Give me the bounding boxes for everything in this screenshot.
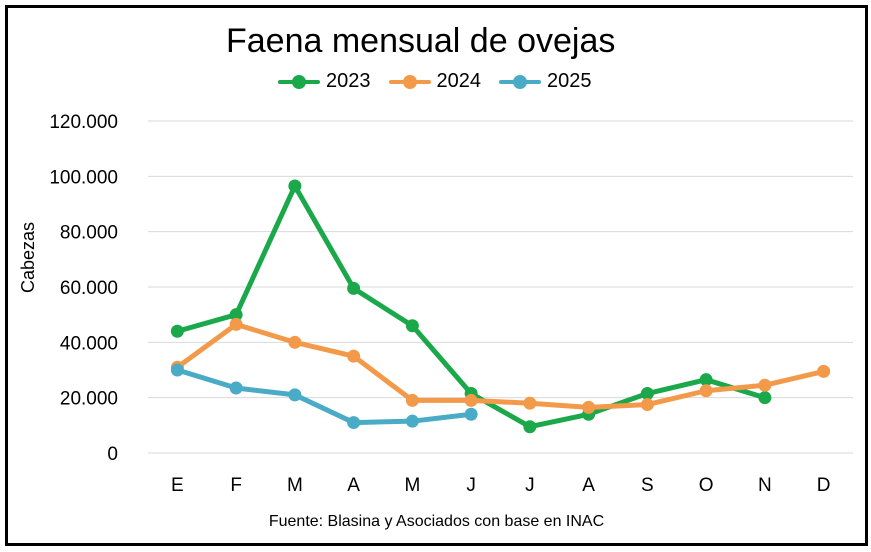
x-tick-label: J <box>466 475 476 496</box>
x-tick-label: F <box>230 475 242 496</box>
data-point-2023 <box>640 387 654 401</box>
x-tick-label: M <box>404 475 420 496</box>
data-point-2025 <box>170 363 184 377</box>
y-tick-label: 80.000 <box>60 223 118 244</box>
legend-label-2023: 2023 <box>326 70 371 92</box>
data-point-2024 <box>758 378 772 392</box>
data-point-2024 <box>464 393 478 407</box>
data-point-2025 <box>464 407 478 421</box>
data-point-2024 <box>405 393 419 407</box>
y-tick-label: 20.000 <box>60 389 118 410</box>
x-tick-label: D <box>817 475 831 496</box>
data-point-2023 <box>288 179 302 193</box>
series-line-2025 <box>174 367 474 426</box>
data-point-2025 <box>229 381 243 395</box>
y-tick-label: 120.000 <box>49 112 118 133</box>
data-point-2023 <box>758 391 772 405</box>
chart-title: Faena mensual de ovejas <box>226 22 616 60</box>
y-tick-label: 40.000 <box>60 333 118 354</box>
chart-legend: 2023 2024 2025 <box>278 70 592 93</box>
data-point-2023 <box>229 308 243 322</box>
x-tick-label: J <box>525 475 535 496</box>
x-tick-label: S <box>641 475 654 496</box>
data-point-2024 <box>817 364 831 378</box>
y-tick-label: 0 <box>107 444 118 465</box>
data-point-2025 <box>405 414 419 428</box>
legend-item-2023: 2023 <box>278 70 371 93</box>
data-point-2024 <box>523 396 537 410</box>
data-point-2024 <box>582 400 596 414</box>
legend-swatch-2024 <box>388 74 431 89</box>
data-point-2024 <box>347 349 361 363</box>
source-note: Fuente: Blasina y Asociados con base en … <box>268 513 605 530</box>
x-tick-label: A <box>582 475 595 496</box>
data-point-2023 <box>170 324 184 338</box>
legend-swatch-2023 <box>278 74 320 89</box>
data-point-2024 <box>229 317 243 331</box>
legend-label-2024: 2024 <box>436 70 482 92</box>
x-tick-label: E <box>171 475 184 496</box>
series-line-2024 <box>174 321 827 410</box>
chart-frame: Faena mensual de ovejas 2023 2024 2025 C… <box>5 5 868 546</box>
data-point-2024 <box>699 384 713 398</box>
legend-item-2025: 2025 <box>499 70 592 93</box>
legend-label-2025: 2025 <box>547 70 592 92</box>
legend-swatch-2025 <box>499 74 541 89</box>
data-point-2023 <box>699 373 713 387</box>
y-tick-label: 100.000 <box>49 167 118 188</box>
data-point-2025 <box>288 388 302 402</box>
data-point-2023 <box>523 420 537 434</box>
legend-item-2024: 2024 <box>388 70 482 93</box>
data-point-2024 <box>288 335 302 349</box>
data-point-2024 <box>640 398 654 412</box>
x-tick-label: A <box>347 475 360 496</box>
x-tick-label: M <box>287 475 303 496</box>
data-point-2025 <box>347 416 361 430</box>
x-tick-label: O <box>699 475 714 496</box>
x-tick-label: N <box>758 475 772 496</box>
data-point-2023 <box>347 281 361 295</box>
plot-area: 0 20.000 40.000 60.000 80.000 100.000 120.000 E… <box>49 112 853 496</box>
data-point-2023 <box>405 319 419 333</box>
y-tick-label: 60.000 <box>60 278 118 299</box>
